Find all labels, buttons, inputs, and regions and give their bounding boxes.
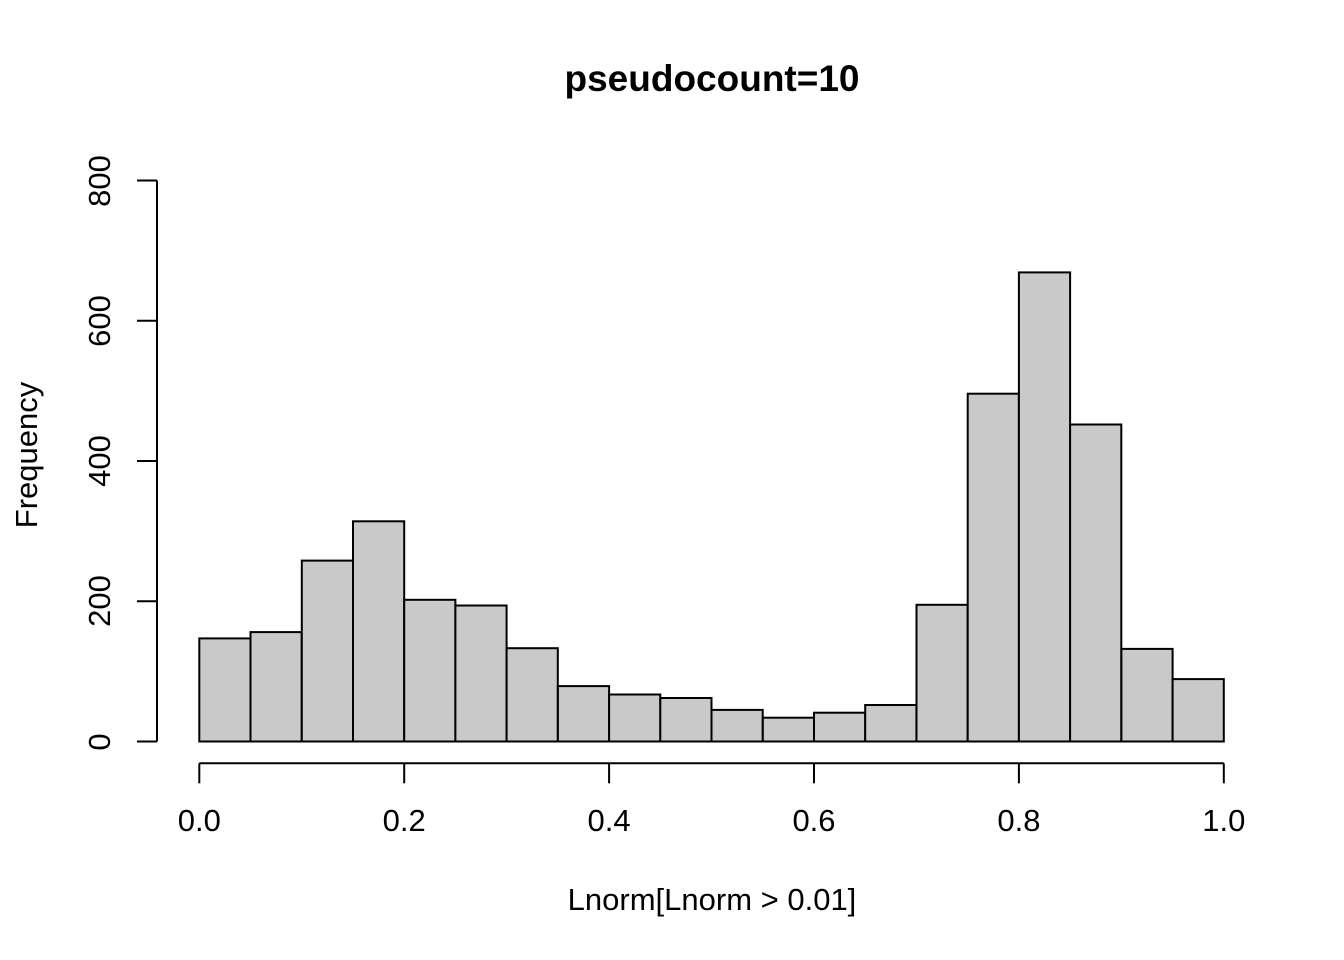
histogram-bar: [556, 685, 611, 743]
x-axis-label: Lnorm[Lnorm > 0.01]: [567, 882, 857, 917]
histogram-bar: [505, 647, 559, 743]
x-tick-label: 0.4: [587, 803, 631, 838]
x-tick-label: 0.6: [792, 803, 836, 838]
y-tick-label: 800: [82, 154, 117, 207]
histogram-bar: [1017, 271, 1072, 743]
y-tick-label: 0: [82, 732, 117, 751]
histogram-bar: [761, 716, 815, 743]
histogram-bar: [659, 697, 713, 743]
x-tick-label: 1.0: [1202, 803, 1246, 838]
histogram-bar: [198, 637, 252, 743]
x-tick-label: 0.0: [177, 803, 221, 838]
y-tick-label: 600: [82, 294, 117, 347]
y-tick-label: 200: [82, 575, 117, 628]
histogram-bar: [915, 603, 969, 743]
x-tick-label: 0.8: [997, 803, 1041, 838]
histogram-bar: [864, 704, 918, 743]
histogram-bar: [710, 708, 764, 743]
histogram-bar: [249, 631, 303, 743]
histogram-bar: [454, 604, 508, 743]
histogram-bar: [1120, 647, 1174, 743]
histogram-bar: [608, 693, 662, 743]
x-tick-label: 0.2: [382, 803, 426, 838]
histogram-bar: [813, 711, 867, 743]
histogram-bar: [1171, 678, 1225, 743]
histogram-bar: [966, 392, 1020, 743]
histogram-bar: [352, 520, 406, 743]
histogram-bar: [1069, 423, 1123, 743]
y-axis-label: Frequency: [9, 381, 44, 529]
y-tick-label: 400: [82, 435, 117, 487]
chart-title: pseudocount=10: [564, 58, 860, 99]
histogram-bar: [403, 598, 457, 743]
histogram-bar: [300, 559, 354, 743]
